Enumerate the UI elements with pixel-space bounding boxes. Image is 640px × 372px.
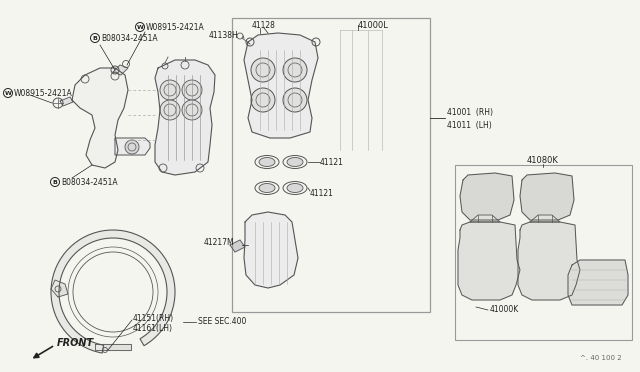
Text: FRONT: FRONT	[57, 338, 94, 348]
Text: B08034-2451A: B08034-2451A	[101, 33, 157, 42]
Wedge shape	[51, 230, 175, 353]
Circle shape	[251, 88, 275, 112]
Polygon shape	[115, 138, 150, 155]
Ellipse shape	[287, 183, 303, 192]
Text: 41080K: 41080K	[527, 155, 559, 164]
Text: 41161(LH): 41161(LH)	[133, 324, 173, 333]
Polygon shape	[470, 215, 500, 222]
Text: W08915-2421A: W08915-2421A	[146, 22, 205, 32]
Text: 41001  (RH): 41001 (RH)	[447, 108, 493, 116]
Circle shape	[283, 58, 307, 82]
Text: 41121: 41121	[310, 189, 334, 198]
Polygon shape	[244, 33, 318, 138]
Text: W: W	[136, 25, 143, 29]
Polygon shape	[458, 222, 520, 300]
Polygon shape	[460, 173, 514, 220]
Polygon shape	[155, 60, 215, 175]
Circle shape	[182, 100, 202, 120]
Text: 41121: 41121	[320, 157, 344, 167]
Text: SEE SEC.400: SEE SEC.400	[198, 317, 246, 327]
Circle shape	[283, 88, 307, 112]
Text: B: B	[52, 180, 58, 185]
Text: 41000L: 41000L	[358, 20, 389, 29]
Polygon shape	[568, 260, 628, 305]
Polygon shape	[230, 240, 245, 252]
Circle shape	[81, 75, 89, 83]
Circle shape	[182, 80, 202, 100]
Text: W08915-2421A: W08915-2421A	[14, 89, 73, 97]
Polygon shape	[113, 65, 128, 75]
Polygon shape	[530, 215, 560, 222]
Text: 41011  (LH): 41011 (LH)	[447, 121, 492, 129]
Ellipse shape	[287, 157, 303, 167]
Ellipse shape	[259, 157, 275, 167]
Text: W: W	[4, 90, 12, 96]
Text: B08034-2451A: B08034-2451A	[61, 177, 118, 186]
Polygon shape	[72, 68, 128, 168]
Circle shape	[160, 100, 180, 120]
Polygon shape	[95, 344, 131, 350]
Circle shape	[160, 80, 180, 100]
Bar	[455, 165, 632, 340]
Polygon shape	[520, 173, 574, 220]
Polygon shape	[518, 222, 580, 300]
Polygon shape	[51, 280, 68, 297]
Polygon shape	[244, 212, 298, 288]
Circle shape	[251, 58, 275, 82]
Circle shape	[111, 72, 119, 80]
Circle shape	[125, 140, 139, 154]
Text: 41151(RH): 41151(RH)	[133, 314, 174, 323]
Text: B: B	[93, 35, 97, 41]
Text: 41128: 41128	[252, 20, 276, 29]
Text: 41138H: 41138H	[208, 31, 238, 39]
Polygon shape	[60, 97, 73, 106]
Bar	[232, 18, 430, 312]
Text: 41217M: 41217M	[204, 237, 234, 247]
Ellipse shape	[259, 183, 275, 192]
Text: 41000K: 41000K	[490, 305, 519, 314]
Text: ^. 40 100 2: ^. 40 100 2	[580, 355, 621, 361]
